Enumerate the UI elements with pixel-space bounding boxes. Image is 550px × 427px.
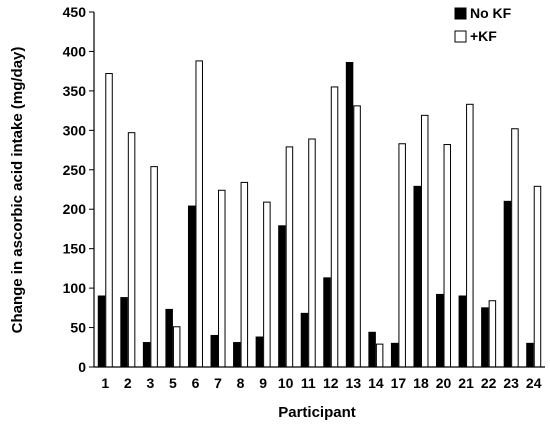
bar-kf-3 <box>150 166 158 368</box>
bar-kf-14 <box>375 343 384 368</box>
bar-kf-7 <box>218 189 226 368</box>
bar-no-kf-11 <box>300 312 309 368</box>
bar-no-kf-21 <box>458 295 467 368</box>
x-tick-label: 22 <box>481 375 497 391</box>
x-tick-label: 21 <box>458 375 474 391</box>
legend-label-no-kf: No KF <box>470 5 512 21</box>
bar-kf-18 <box>420 114 429 368</box>
bar-kf-10 <box>285 146 294 368</box>
y-tick-label: 150 <box>63 241 87 257</box>
y-axis-title: Change in ascorbic acid intake (mg/day) <box>9 47 26 334</box>
bar-kf-22 <box>488 300 497 368</box>
y-tick-label: 200 <box>63 201 87 217</box>
y-tick-label: 250 <box>63 162 87 178</box>
bar-kf-5 <box>172 326 181 368</box>
x-tick-label: 2 <box>124 375 132 391</box>
bar-kf-20 <box>443 144 452 368</box>
bar-kf-17 <box>398 143 406 368</box>
bar-no-kf-2 <box>120 297 128 368</box>
bar-no-kf-24 <box>526 342 534 368</box>
bar-no-kf-22 <box>481 307 489 368</box>
x-tick-label: 13 <box>346 375 362 391</box>
bar-no-kf-13 <box>345 61 354 368</box>
bar-no-kf-17 <box>390 342 399 368</box>
y-tick-label: 100 <box>63 280 87 296</box>
bar-kf-12 <box>330 86 339 368</box>
x-tick-label: 20 <box>436 375 452 391</box>
x-tick-label: 1 <box>101 375 109 391</box>
x-axis-title: Participant <box>278 404 356 421</box>
y-tick-label: 300 <box>63 122 87 138</box>
bar-kf-9 <box>263 201 271 368</box>
legend-label-kf: +KF <box>470 28 497 44</box>
bar-no-kf-10 <box>278 225 286 368</box>
bar-no-kf-18 <box>413 185 421 368</box>
x-tick-label: 9 <box>259 375 267 391</box>
legend-swatch-no-kf <box>454 7 467 20</box>
y-tick-label: 350 <box>63 83 87 99</box>
bar-no-kf-9 <box>255 336 264 368</box>
x-tick-label: 6 <box>192 375 200 391</box>
bar-kf-24 <box>533 185 542 368</box>
y-tick-label: 450 <box>63 4 87 20</box>
x-tick-label: 8 <box>237 375 245 391</box>
bar-no-kf-5 <box>165 308 173 368</box>
x-tick-label: 23 <box>503 375 519 391</box>
x-tick-label: 12 <box>323 375 339 391</box>
bar-kf-1 <box>105 73 113 368</box>
legend-swatch-kf <box>454 30 467 43</box>
legend: No KF +KF <box>454 5 512 44</box>
bar-no-kf-23 <box>503 200 512 368</box>
bar-kf-21 <box>466 103 474 368</box>
x-tick-label: 24 <box>526 375 542 391</box>
bar-kf-8 <box>240 181 249 368</box>
y-tick-label: 0 <box>78 359 86 375</box>
bar-no-kf-12 <box>323 277 331 368</box>
x-tick-label: 18 <box>413 375 429 391</box>
x-tick-label: 10 <box>278 375 294 391</box>
bar-kf-2 <box>127 132 136 368</box>
bar-no-kf-3 <box>142 342 151 368</box>
bar-no-kf-6 <box>187 205 196 368</box>
bar-kf-13 <box>353 105 361 368</box>
bar-no-kf-20 <box>436 293 444 368</box>
bar-no-kf-8 <box>233 342 241 368</box>
bar-no-kf-1 <box>97 295 106 368</box>
x-tick-label: 17 <box>391 375 407 391</box>
bar-no-kf-14 <box>368 331 376 368</box>
y-tick-label: 400 <box>63 43 87 59</box>
bar-no-kf-7 <box>210 334 219 368</box>
bar-kf-23 <box>511 128 519 368</box>
bar-kf-11 <box>308 138 316 368</box>
y-tick-label: 50 <box>70 320 86 336</box>
x-tick-label: 11 <box>301 375 316 391</box>
x-tick-label: 3 <box>146 375 154 391</box>
x-tick-label: 7 <box>214 375 222 391</box>
bar-kf-6 <box>195 60 203 368</box>
x-tick-label: 5 <box>169 375 177 391</box>
x-tick-label: 14 <box>368 375 384 391</box>
